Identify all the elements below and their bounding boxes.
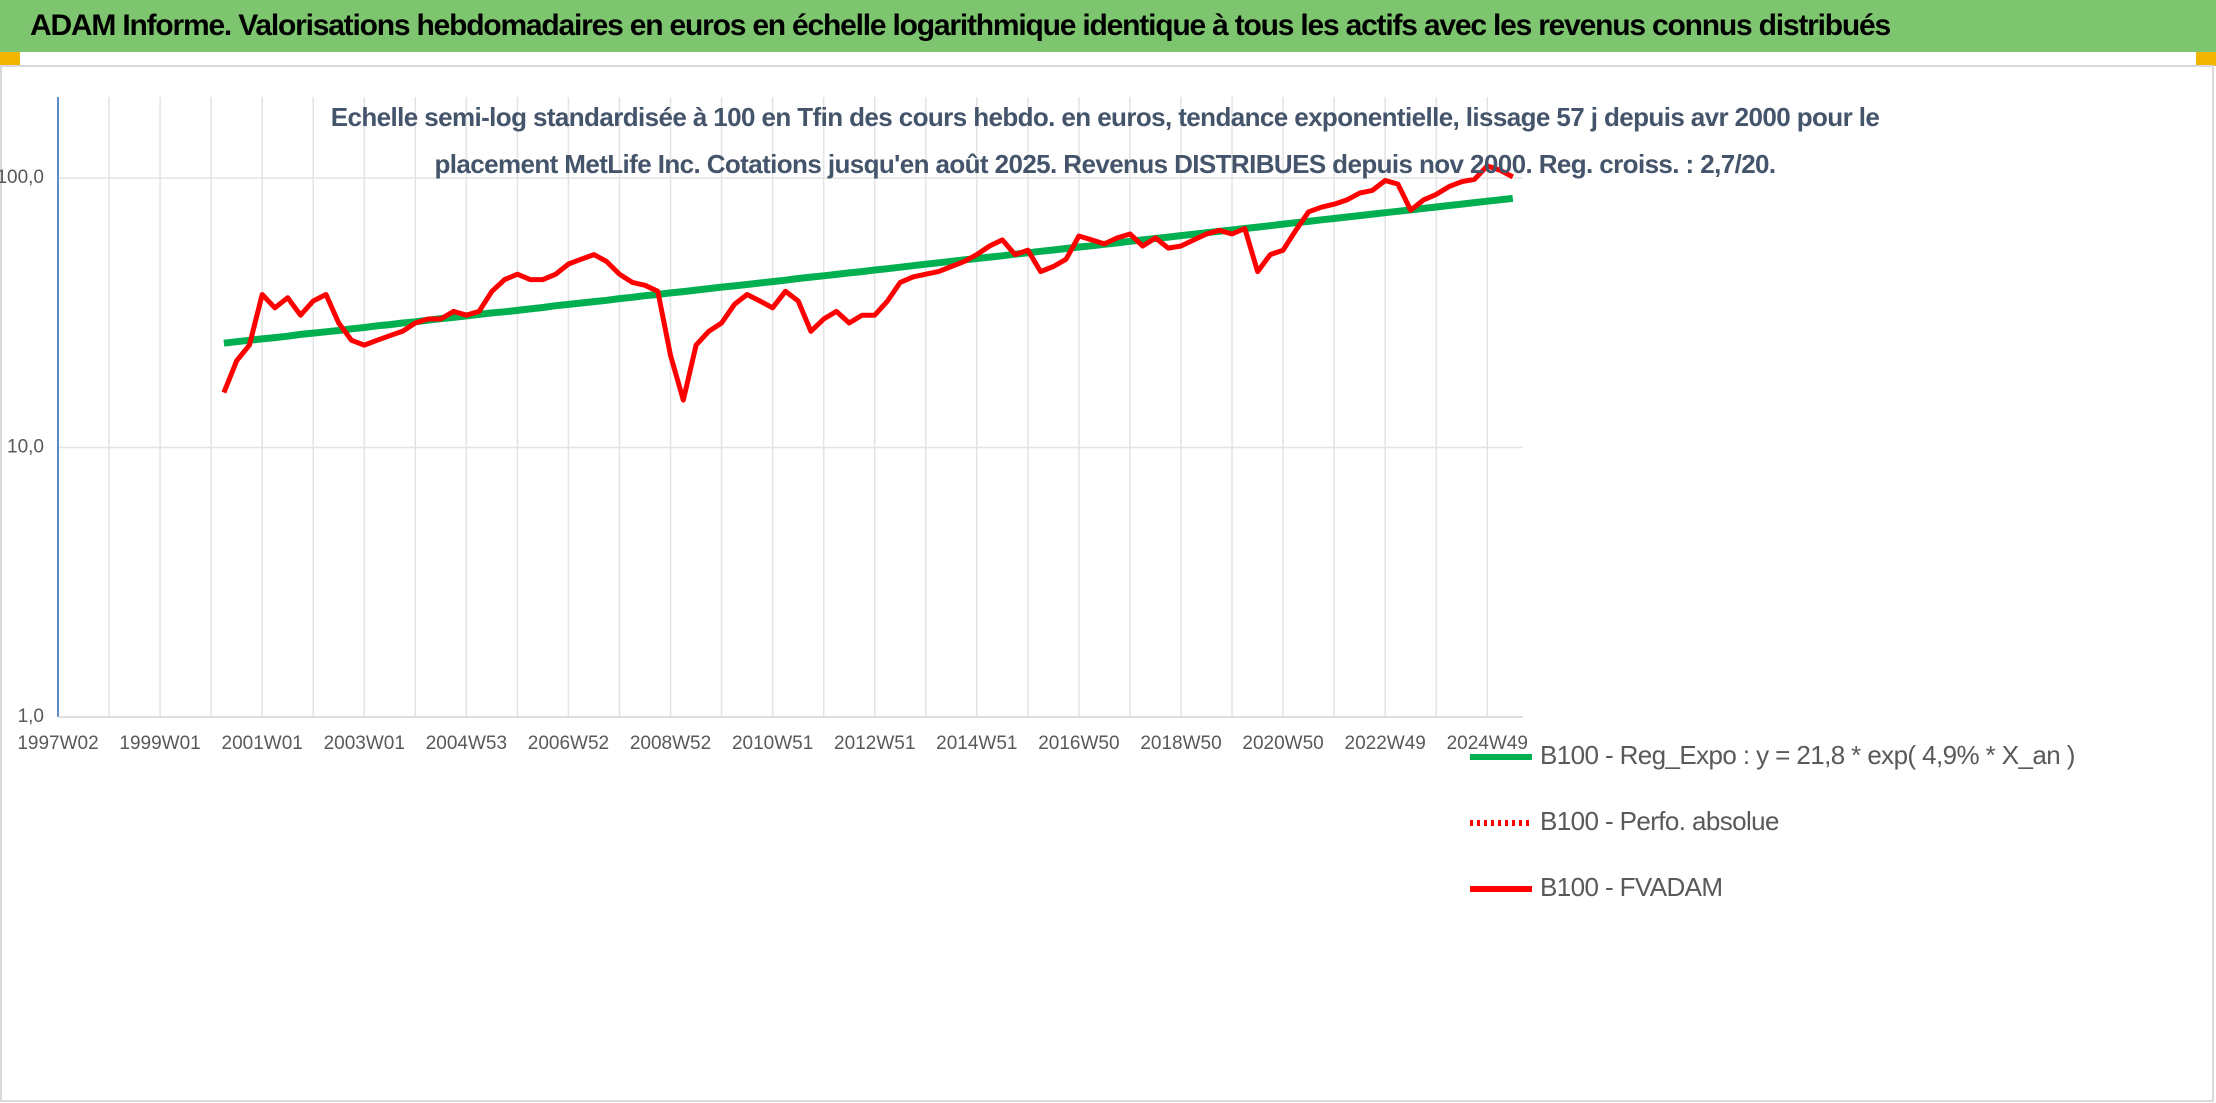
x-tick-label: 2008W52 [630,733,711,754]
legend-label: B100 - FVADAM [1540,872,1722,902]
y-tick-label: 10,0 [7,437,44,458]
legend-label: B100 - Reg_Expo : y = 21,8 * exp( 4,9% *… [1540,740,2075,770]
x-tick-label: 2003W01 [324,733,405,754]
legend-label: B100 - Perfo. absolue [1540,806,1779,836]
x-tick-label: 1999W01 [119,733,200,754]
x-tick-label: 2010W51 [732,733,813,754]
x-tick-label: 2004W53 [426,733,507,754]
y-tick-label: 100,0 [0,167,44,188]
x-tick-label: 2016W50 [1038,733,1119,754]
x-tick-label: 2014W51 [936,733,1017,754]
x-tick-label: 2012W51 [834,733,915,754]
corner-mark [0,52,20,66]
y-tick-label: 1,0 [18,706,44,727]
x-tick-label: 2024W49 [1447,733,1528,754]
chart-subtitle: Echelle semi-log standardisée à 100 en T… [330,102,1880,179]
series-line [221,163,1514,403]
x-tick-label: 2006W52 [528,733,609,754]
x-tick-label: 2001W01 [222,733,303,754]
x-tick-label: 2018W50 [1140,733,1221,754]
x-tick-label: 2020W50 [1242,733,1323,754]
chart-border [0,65,2214,1102]
header-bar: ADAM Informe. Valorisations hebdomadaire… [0,0,2216,52]
corner-mark [2196,52,2216,66]
x-tick-label: 1997W02 [17,733,98,754]
header-title: ADAM Informe. Valorisations hebdomadaire… [30,9,1891,42]
x-tick-label: 2022W49 [1345,733,1426,754]
